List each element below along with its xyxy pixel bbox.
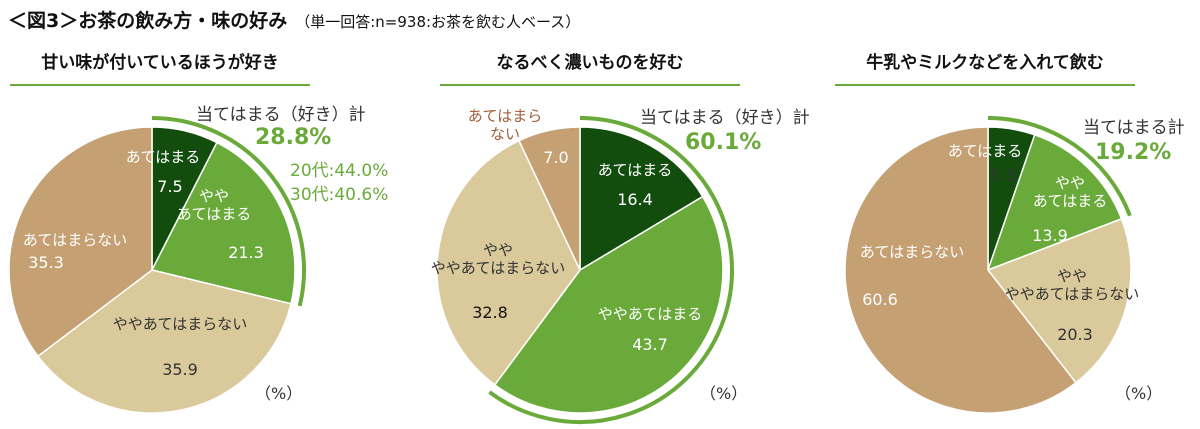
- p3-unit: （%）: [1115, 384, 1163, 403]
- p1-s3-value: 35.9: [162, 360, 198, 379]
- p3-s1-value: 5.3: [990, 166, 1016, 185]
- p3-summary-value: 19.2%: [1095, 140, 1172, 165]
- p2-summary-value: 60.1%: [685, 130, 762, 155]
- p2-s4-value: 7.0: [543, 148, 569, 167]
- pie1-title: 甘い味が付いているほうが好き: [41, 53, 279, 73]
- atehamaru: あてはまる: [1032, 192, 1108, 210]
- pie2-slice-3: [436, 139, 581, 386]
- p2-s3-label: やや ややあてはまらない: [431, 241, 565, 277]
- pie3-title: 牛乳やミルクなどを入れて飲む: [866, 53, 1104, 73]
- pie3-rule: [835, 84, 1135, 86]
- p1-s4-label: あてはまらない: [22, 231, 128, 249]
- p1-unit: （%）: [255, 384, 303, 403]
- pie2-slice-4: [518, 126, 581, 271]
- title-note: （単一回答:n=938:お茶を飲む人ベース）: [295, 13, 581, 31]
- pie2-slice-1: [579, 126, 704, 272]
- p2-s1-label: あてはまる: [597, 161, 673, 179]
- pie3-slice-3: [986, 217, 1132, 384]
- pie2-slice-2: [493, 195, 724, 414]
- pie3-slice-4: [844, 126, 1077, 414]
- p3-s2-value: 13.9: [1032, 226, 1068, 245]
- pie1-slice-2: [150, 141, 296, 305]
- p1-s4-value: 35.3: [28, 253, 64, 272]
- atehamaru: あてはまる: [176, 205, 252, 223]
- pie1-slice-4: [8, 126, 153, 358]
- yaya: やや: [198, 187, 229, 205]
- p1-s3-label: ややあてはまらない: [112, 315, 248, 333]
- p1-s1-value: 7.5: [157, 177, 183, 196]
- figure-title: ＜図3＞お茶の飲み方・味の好み （単一回答:n=938:お茶を飲む人ベース）: [8, 6, 580, 33]
- p2-s1-value: 16.4: [617, 190, 653, 209]
- p1-summary-value: 28.8%: [255, 125, 332, 150]
- p2-unit: （%）: [700, 384, 748, 403]
- pie2-summary-arc: [488, 116, 734, 424]
- p3-summary-label: 当てはまる計: [1083, 118, 1185, 138]
- yaya: やや: [482, 241, 513, 259]
- atehamara: あてはまら: [467, 107, 543, 125]
- yaya: やや: [1056, 267, 1087, 285]
- p3-s4-value: 60.6: [862, 290, 898, 309]
- pie1-summary-arc: [151, 116, 306, 307]
- pie3-summary-arc: [987, 116, 1132, 217]
- p3-s4-label: あてはまらない: [859, 243, 965, 261]
- p1-extra-20s: 20代:44.0%: [290, 161, 389, 181]
- p3-s2-label: やや あてはまる: [1033, 174, 1107, 210]
- pie1-slice-3: [36, 269, 292, 414]
- p2-s4-label: あてはまら ない: [468, 107, 542, 143]
- p3-s3-text: ややあてはまらない: [1004, 285, 1140, 303]
- p1-s2-label: やや あてはまる: [177, 187, 251, 223]
- p2-s3-text: ややあてはまらない: [430, 259, 566, 277]
- p1-s1-label: あてはまる: [125, 148, 201, 166]
- title-text: ＜図3＞お茶の飲み方・味の好み: [8, 10, 288, 32]
- p3-s1-label: あてはまる: [947, 142, 1023, 160]
- p3-s3-label: やや ややあてはまらない: [1005, 267, 1139, 303]
- p1-s2-value: 21.3: [228, 243, 264, 262]
- p1-extra-30s: 30代:40.6%: [290, 185, 389, 205]
- yaya: やや: [1054, 174, 1085, 192]
- p2-s3-value: 32.8: [472, 303, 508, 322]
- pie2-rule: [440, 84, 740, 86]
- p2-s2-label: ややあてはまる: [597, 305, 703, 323]
- pie2-title: なるべく濃いものを好む: [496, 53, 684, 73]
- pie3-slice-2: [986, 133, 1123, 272]
- p2-summary-label: 当てはまる（好き）計: [640, 108, 810, 128]
- p2-s2-value: 43.7: [632, 335, 668, 354]
- p1-summary-label: 当てはまる（好き）計: [196, 105, 366, 125]
- p3-s3-value: 20.3: [1057, 325, 1093, 344]
- pie1-rule: [10, 84, 310, 86]
- nai: ない: [489, 125, 520, 143]
